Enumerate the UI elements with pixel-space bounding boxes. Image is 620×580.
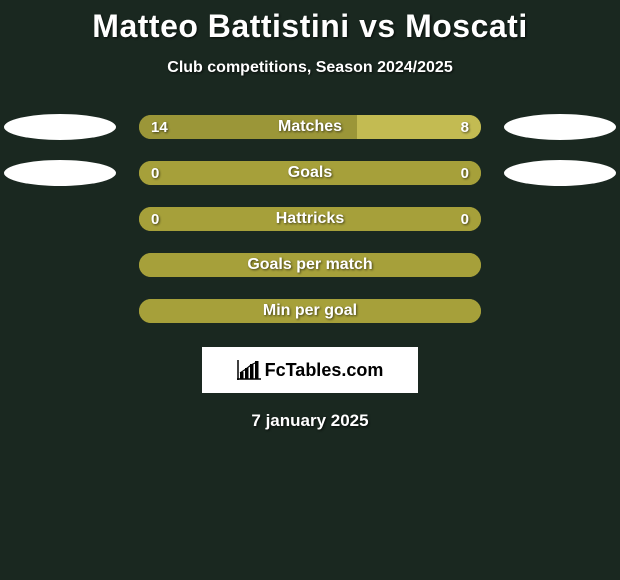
- subtitle: Club competitions, Season 2024/2025: [167, 59, 452, 77]
- player-ellipse-left: [4, 114, 116, 140]
- bar-fill-right: [310, 161, 481, 185]
- stat-bar: 0 0 Goals: [139, 161, 481, 185]
- stat-right-value: 0: [461, 211, 469, 228]
- stat-bar: Goals per match: [139, 253, 481, 277]
- stat-row: 0 0 Hattricks: [0, 207, 620, 231]
- stat-right-value: 0: [461, 165, 469, 182]
- stat-label: Min per goal: [263, 302, 357, 320]
- stat-left-value: 14: [151, 119, 168, 136]
- logo-text: FcTables.com: [265, 360, 384, 381]
- player-ellipse-right: [504, 114, 616, 140]
- player-ellipse-right: [504, 160, 616, 186]
- bars-chart-icon: [237, 360, 261, 380]
- stat-rows: 14 8 Matches 0 0 Goals 0 0 Hattricks Goals per ma…: [0, 115, 620, 323]
- player-ellipse-left: [4, 160, 116, 186]
- bar-fill-left: [139, 161, 310, 185]
- stat-label: Goals: [288, 164, 332, 182]
- stat-right-value: 8: [461, 119, 469, 136]
- stat-bar: 14 8 Matches: [139, 115, 481, 139]
- stat-row: 14 8 Matches: [0, 115, 620, 139]
- stat-bar: Min per goal: [139, 299, 481, 323]
- stat-row: Min per goal: [0, 299, 620, 323]
- page-title: Matteo Battistini vs Moscati: [92, 8, 527, 45]
- stat-row: Goals per match: [0, 253, 620, 277]
- stat-left-value: 0: [151, 165, 159, 182]
- stats-comparison-card: Matteo Battistini vs Moscati Club compet…: [0, 0, 620, 431]
- stat-label: Hattricks: [276, 210, 344, 228]
- stat-label: Matches: [278, 118, 342, 136]
- stat-bar: 0 0 Hattricks: [139, 207, 481, 231]
- date-label: 7 january 2025: [251, 411, 368, 431]
- stat-left-value: 0: [151, 211, 159, 228]
- logo-box: FcTables.com: [202, 347, 418, 393]
- stat-label: Goals per match: [247, 256, 372, 274]
- stat-row: 0 0 Goals: [0, 161, 620, 185]
